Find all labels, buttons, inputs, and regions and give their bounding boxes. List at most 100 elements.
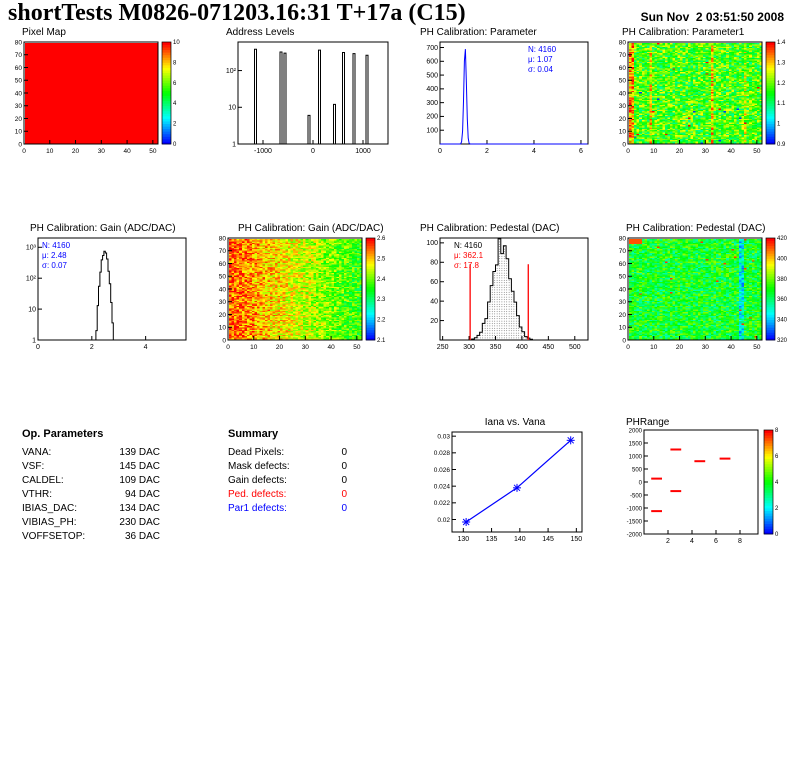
svg-text:10: 10 <box>219 325 227 332</box>
svg-text:0: 0 <box>18 141 22 148</box>
svg-text:1.2: 1.2 <box>777 81 786 87</box>
svg-text:μ: 1.07: μ: 1.07 <box>528 55 553 64</box>
svg-text:10²: 10² <box>26 276 37 283</box>
svg-text:40: 40 <box>619 286 627 293</box>
summary-rows: Dead Pixels: 0 Mask defects: 0 Gain defects:… <box>228 446 347 516</box>
op-parameters-title: Op. Parameters <box>22 428 104 440</box>
svg-text:10: 10 <box>650 344 658 351</box>
svg-text:0: 0 <box>22 148 26 155</box>
svg-text:20: 20 <box>219 312 227 319</box>
ph-parameter1-heatmap <box>629 43 762 144</box>
op-parameter-value: 109 DAC <box>119 475 160 486</box>
svg-text:0.03: 0.03 <box>437 433 450 440</box>
svg-text:0.028: 0.028 <box>434 450 451 457</box>
svg-text:80: 80 <box>430 260 438 267</box>
svg-text:8: 8 <box>775 428 779 434</box>
svg-text:50: 50 <box>619 78 627 85</box>
svg-text:320: 320 <box>777 338 788 344</box>
op-parameter-label: VOFFSETOP: <box>22 531 86 542</box>
summary-label: Par1 defects: <box>228 503 287 514</box>
ph-parameter-title: PH Calibration: Parameter <box>420 27 537 38</box>
ph-parameter1-plot: 0 10 20 30 40 50 0 10 20 30 40 50 60 70 80 1.4 1.3 1.2 1.1… <box>619 39 786 155</box>
svg-text:135: 135 <box>486 536 498 543</box>
address-levels-plot: -1000 0 1000 1 10 10² <box>226 41 389 155</box>
svg-text:0: 0 <box>622 337 626 344</box>
svg-text:250: 250 <box>437 344 449 351</box>
svg-text:1: 1 <box>777 122 781 128</box>
svg-text:10: 10 <box>619 325 627 332</box>
summary-value: 0 <box>341 447 347 458</box>
op-parameter-value: 94 DAC <box>124 489 160 500</box>
pedestal-hist-panel: PH Calibration: Pedestal (DAC) 250 300 350… <box>410 222 610 377</box>
svg-text:400: 400 <box>516 344 528 351</box>
svg-text:60: 60 <box>219 261 227 268</box>
summary-block: Summary Dead Pixels: 0 Mask defects: 0 Gain … <box>228 428 347 516</box>
svg-text:80: 80 <box>619 39 627 46</box>
op-parameter-row: VOFFSETOP: 36 DAC <box>22 530 160 544</box>
svg-text:40: 40 <box>727 344 735 351</box>
svg-text:40: 40 <box>15 90 23 97</box>
op-parameter-label: CALDEL: <box>22 475 64 486</box>
svg-text:0.022: 0.022 <box>434 500 451 507</box>
svg-text:500: 500 <box>632 467 643 473</box>
svg-text:30: 30 <box>619 299 627 306</box>
summary-value: 0 <box>341 475 347 486</box>
svg-text:145: 145 <box>542 536 554 543</box>
svg-text:50: 50 <box>353 344 361 351</box>
svg-text:420: 420 <box>777 236 788 242</box>
gain-map-panel: PH Calibration: Gain (ADC/DAC) 0 10 20 30 40… <box>212 222 412 377</box>
svg-text:10: 10 <box>28 306 36 313</box>
svg-text:50: 50 <box>753 344 761 351</box>
svg-text:50: 50 <box>753 148 761 155</box>
svg-text:200: 200 <box>426 114 438 121</box>
summary-label: Mask defects: <box>228 461 290 472</box>
svg-text:30: 30 <box>219 299 227 306</box>
svg-text:130: 130 <box>457 536 469 543</box>
svg-text:350: 350 <box>490 344 502 351</box>
svg-text:30: 30 <box>702 344 710 351</box>
op-parameter-row: CALDEL: 109 DAC <box>22 474 160 488</box>
op-parameter-row: VTHR: 94 DAC <box>22 488 160 502</box>
iana-vana-plot: 130 135 140 145 150 0.02 0.022 0.024 0.026 0.028 0… <box>434 431 583 543</box>
svg-text:50: 50 <box>15 78 23 85</box>
svg-text:20: 20 <box>276 344 284 351</box>
op-parameter-value: 139 DAC <box>119 447 160 458</box>
pedestal-map-panel: PH Calibration: Pedestal (DAC) 0 10 20 30 40… <box>612 222 796 377</box>
svg-text:1.3: 1.3 <box>777 60 786 66</box>
svg-text:0.024: 0.024 <box>434 483 451 490</box>
summary-title: Summary <box>228 428 279 440</box>
svg-text:20: 20 <box>676 344 684 351</box>
svg-text:20: 20 <box>676 148 684 155</box>
svg-text:0.9: 0.9 <box>777 142 786 148</box>
svg-text:10: 10 <box>46 148 54 155</box>
svg-text:4: 4 <box>775 480 779 486</box>
svg-text:100: 100 <box>426 128 438 135</box>
svg-text:30: 30 <box>15 103 23 110</box>
svg-text:20: 20 <box>619 312 627 319</box>
svg-text:40: 40 <box>727 148 735 155</box>
svg-text:70: 70 <box>219 248 227 255</box>
svg-text:8: 8 <box>173 60 177 66</box>
svg-text:50: 50 <box>219 274 227 281</box>
svg-text:2: 2 <box>173 122 177 128</box>
op-parameter-row: VSF: 145 DAC <box>22 460 160 474</box>
timestamp: Sun Nov 2 03:51:50 2008 <box>640 10 784 24</box>
svg-text:500: 500 <box>569 344 581 351</box>
gain-map-plot: 0 10 20 30 40 50 0 10 20 30 40 50 60 70 80 2.6 2.5 2.4 2.3… <box>219 235 386 351</box>
svg-text:70: 70 <box>619 248 627 255</box>
svg-text:0: 0 <box>173 142 177 148</box>
svg-text:2: 2 <box>775 506 779 512</box>
op-parameter-label: IBIAS_DAC: <box>22 503 78 514</box>
svg-text:300: 300 <box>463 344 475 351</box>
svg-text:70: 70 <box>15 52 23 59</box>
svg-text:σ: 0.07: σ: 0.07 <box>42 261 68 270</box>
svg-text:10: 10 <box>619 129 627 136</box>
summary-value: 0 <box>341 461 347 472</box>
summary-row: Par1 defects: 0 <box>228 502 347 516</box>
svg-text:40: 40 <box>430 298 438 305</box>
svg-text:80: 80 <box>219 235 227 242</box>
svg-text:-1000: -1000 <box>627 506 643 512</box>
